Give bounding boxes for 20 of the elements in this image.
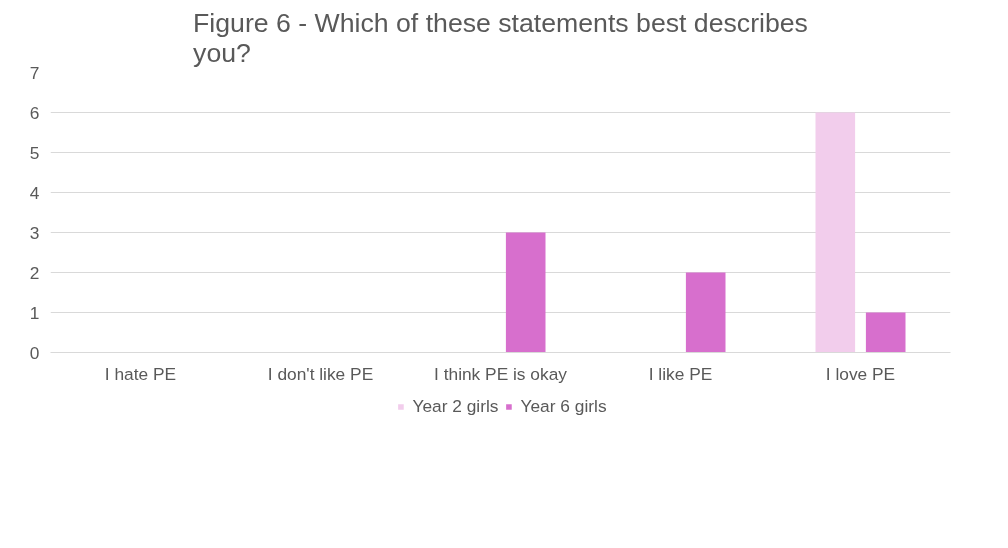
y-tick-label: 2 [29,262,40,283]
x-tick-label: I don't like PE [267,363,374,384]
bar [815,112,856,353]
chart-title: Figure 6 - Which of these statements best describes you? [193,7,808,68]
x-tick-label: I think PE is okay [434,363,568,384]
legend-label: Year 2 girls [412,395,499,417]
legend-label: Year 6 girls [520,395,607,417]
x-tick-label: I hate PE [104,363,177,384]
y-tick-label: 5 [29,142,40,163]
bar [505,232,546,353]
bar [865,312,906,353]
y-tick-label: 0 [29,342,40,363]
y-tick-label: 1 [29,302,40,323]
x-tick-label: I like PE [648,363,713,384]
bar [685,272,726,353]
y-tick-label: 4 [29,182,40,203]
y-tick-label: 6 [29,102,40,123]
x-tick-label: I love PE [825,363,896,384]
y-tick-label: 3 [29,222,40,243]
y-tick-label: 7 [29,62,40,83]
